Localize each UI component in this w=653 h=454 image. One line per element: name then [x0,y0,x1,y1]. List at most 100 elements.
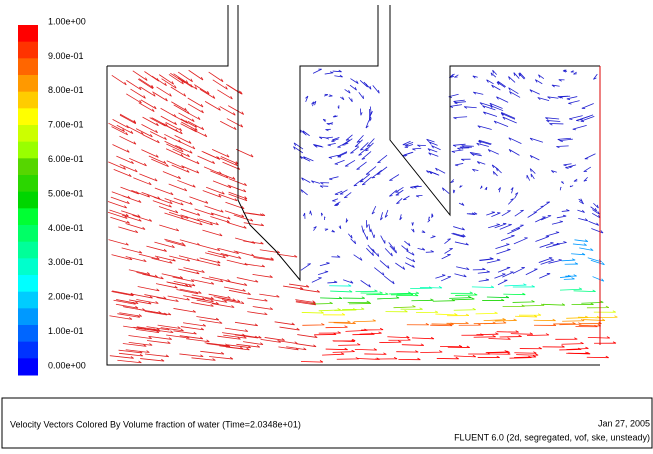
vector [324,216,326,220]
vector [500,234,515,242]
vector [125,349,150,353]
vector [236,148,254,158]
vector [129,299,152,305]
vector [204,205,224,213]
vector [137,286,160,292]
vector [359,173,371,183]
vector [367,244,375,253]
vector [450,291,473,294]
vector [150,131,167,141]
colorbar-label: 2.00e-01 [48,292,84,302]
vector [476,142,489,147]
vector [152,91,168,102]
vector [332,349,355,353]
vector [329,284,352,287]
vector [546,242,561,249]
vector [337,105,340,109]
vector [493,120,509,128]
vector [512,300,535,303]
vector [365,166,377,175]
vector [153,196,173,205]
vector [158,206,179,214]
vector [468,352,491,355]
vector [522,303,545,307]
colorbar-label: 7.00e-01 [48,120,84,130]
vector [396,293,419,297]
vector [360,142,369,151]
vector [360,108,363,116]
colorbar-label: 5.00e-01 [48,188,84,198]
vector [170,86,187,97]
vector [204,101,221,111]
vector [533,318,556,322]
vector [151,117,168,127]
vector [350,146,360,154]
vector [538,74,545,80]
vector [369,106,373,115]
vector [395,189,404,196]
vector [536,205,545,212]
vector [225,83,242,95]
vector [580,115,595,123]
vector [201,276,224,283]
vector [483,317,506,322]
vector [502,271,514,278]
vector [592,209,600,215]
vector [483,111,498,117]
vector [389,245,397,254]
vector [187,103,204,114]
vector [542,303,566,306]
vector [293,142,304,150]
vector [503,292,526,296]
vector [182,322,207,327]
vector [343,279,354,284]
vector [478,139,492,145]
vector [180,208,201,216]
vector [178,112,195,122]
wall [107,5,229,67]
vector [447,345,470,348]
vector [224,327,249,332]
vector [561,209,570,212]
vector [158,74,175,85]
vector [191,302,214,307]
vector [217,335,241,340]
vector [453,307,476,311]
vector [548,258,562,264]
vector [363,81,372,90]
vector [119,113,137,124]
vector [296,343,317,348]
vector [295,301,317,306]
vector [206,343,231,347]
vector [454,163,464,167]
vector [142,273,164,280]
color-box [18,41,38,59]
vector [388,338,411,341]
vector [194,84,210,95]
vector [489,102,503,109]
vector [401,343,425,346]
caption: Velocity Vectors Colored By Volume fract… [10,419,301,429]
vector [530,173,535,180]
vector [594,341,617,344]
vector [449,104,462,108]
vector [322,118,327,122]
vector [148,335,172,340]
vector [389,189,398,197]
vector [226,118,244,128]
vector [180,123,197,133]
vector [183,267,205,273]
vector [313,100,317,106]
vector [226,259,248,266]
vector [116,155,134,165]
vector [572,124,587,131]
vector [475,311,498,315]
vector [456,266,470,271]
vector [197,155,216,164]
vector [318,270,329,276]
vector [406,323,430,326]
vector [573,71,577,75]
vector [502,116,517,124]
vector [586,305,610,309]
